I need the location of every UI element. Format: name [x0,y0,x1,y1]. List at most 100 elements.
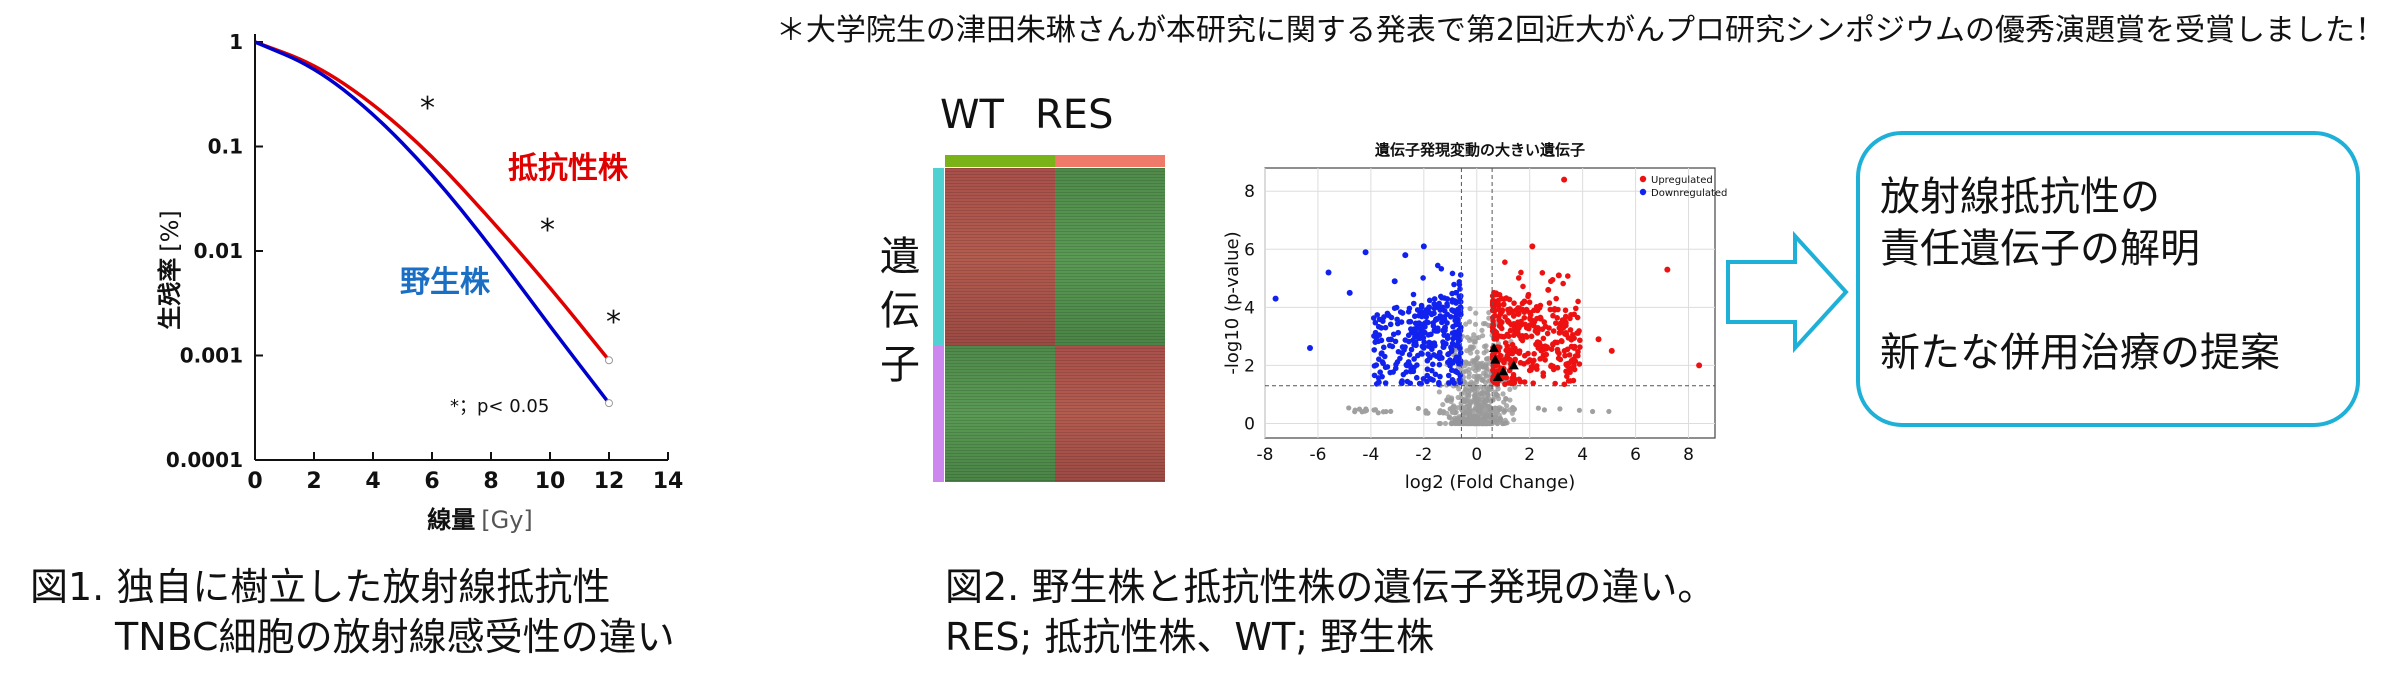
ns-point [1456,386,1462,392]
volcano-grid [1264,168,1715,438]
x-tick-label: -2 [1415,445,1432,465]
downregulated-point [1402,344,1408,350]
upregulated-point [1568,343,1575,350]
upregulated-point [1515,275,1522,281]
y-tick-label: 1 [229,30,243,54]
legend-down-marker [1639,188,1647,196]
upregulated-point [1494,368,1501,375]
downregulated-point [1434,315,1441,322]
ns-point [1535,405,1541,411]
ns-point [1507,397,1513,403]
x-tick-label: -8 [1257,445,1274,465]
upregulated-point [1544,344,1551,350]
upregulated-point [1567,327,1574,333]
upregulated-point [1575,330,1581,336]
upregulated-point [1550,312,1556,319]
upregulated-point [1564,361,1571,367]
wildtype-strain-label: 野生株 [400,265,491,300]
ns-point [1497,415,1504,421]
upregulated-point [1498,333,1505,340]
downregulated-point [1385,336,1392,343]
upregulated-point [1573,305,1579,312]
y-tick-label: 8 [1244,182,1255,202]
ns-point [1475,366,1482,372]
downregulated-point [1410,300,1417,307]
upregulated-point [1534,366,1540,372]
upregulated-point [1534,315,1540,322]
downregulated-point [1437,373,1443,380]
upregulated-point [1560,280,1566,287]
upregulated-point [1509,375,1515,382]
figure2-caption-line2: RES; 抵抗性株、WT; 野生株 [945,615,1434,659]
upregulated-point [1510,313,1517,319]
downregulated-point [1418,309,1424,316]
ns-point [1448,420,1454,427]
upregulated-point [1500,301,1507,308]
upregulated-point [1574,314,1581,321]
downregulated-point [1447,314,1454,320]
upregulated-point [1491,336,1497,342]
ns-point [1468,399,1474,405]
ns-point [1436,389,1442,395]
downregulated-point [1457,308,1464,315]
ns-point [1483,348,1489,354]
ns-point [1606,408,1612,415]
downregulated-point [1272,295,1279,302]
ns-point [1423,408,1429,414]
ns-point [1475,374,1481,380]
upregulated-point [1511,300,1517,306]
upregulated-point [1527,357,1533,363]
ns-point [1462,405,1468,411]
upregulated-point [1527,311,1534,318]
upregulated-point [1550,341,1556,347]
upregulated-point [1545,286,1552,293]
ns-point [1472,321,1479,327]
x-tick-label: 8 [483,469,498,494]
downregulated-point [1371,372,1378,379]
x-tick-label: 2 [1524,445,1535,465]
y-tick-label: 0 [1244,414,1255,434]
x-tick-label: 0 [1471,445,1482,465]
downregulated-point [1426,341,1432,348]
downregulated-point [1457,304,1464,310]
ns-point [1499,406,1505,412]
upregulated-point [1498,325,1505,332]
legend-up-marker [1639,175,1647,183]
highlight-triangle [1508,360,1519,370]
ns-point [1467,306,1473,312]
downregulated-point [1457,293,1464,299]
upregulated-point [1555,272,1562,279]
result-box [1856,131,2360,427]
upregulated-point [1502,259,1508,266]
downregulated-point [1450,323,1456,330]
downregulated-point [1436,361,1443,368]
upregulated-point [1555,355,1562,362]
y-tick-label: 4 [1244,298,1255,318]
ns-point [1576,407,1583,413]
downregulated-point [1406,351,1413,358]
ns-point [1483,343,1489,349]
series-line-wildtype [254,40,611,405]
upregulated-point [1558,329,1564,335]
x-tick-label: 6 [424,469,439,494]
downregulated-point [1431,352,1437,358]
heatmap-side-label-2: 伝 [880,288,920,334]
downregulated-point [1392,338,1399,345]
downregulated-point [1449,376,1456,383]
upregulated-point [1561,321,1568,328]
upregulated-point [1507,327,1514,334]
ns-point [1448,398,1454,405]
upregulated-point [1529,317,1536,324]
upregulated-point [1544,330,1551,337]
ns-point [1346,405,1352,411]
downregulated-point [1390,369,1396,375]
downregulated-point [1418,381,1425,387]
downregulated-points [1272,243,1464,388]
y-tick-label: 0.0001 [166,448,243,472]
upregulated-point [1564,273,1571,279]
upregulated-point [1562,352,1568,359]
series-end-point [605,356,613,365]
ns-point [1388,408,1394,415]
ns-point [1452,404,1458,411]
